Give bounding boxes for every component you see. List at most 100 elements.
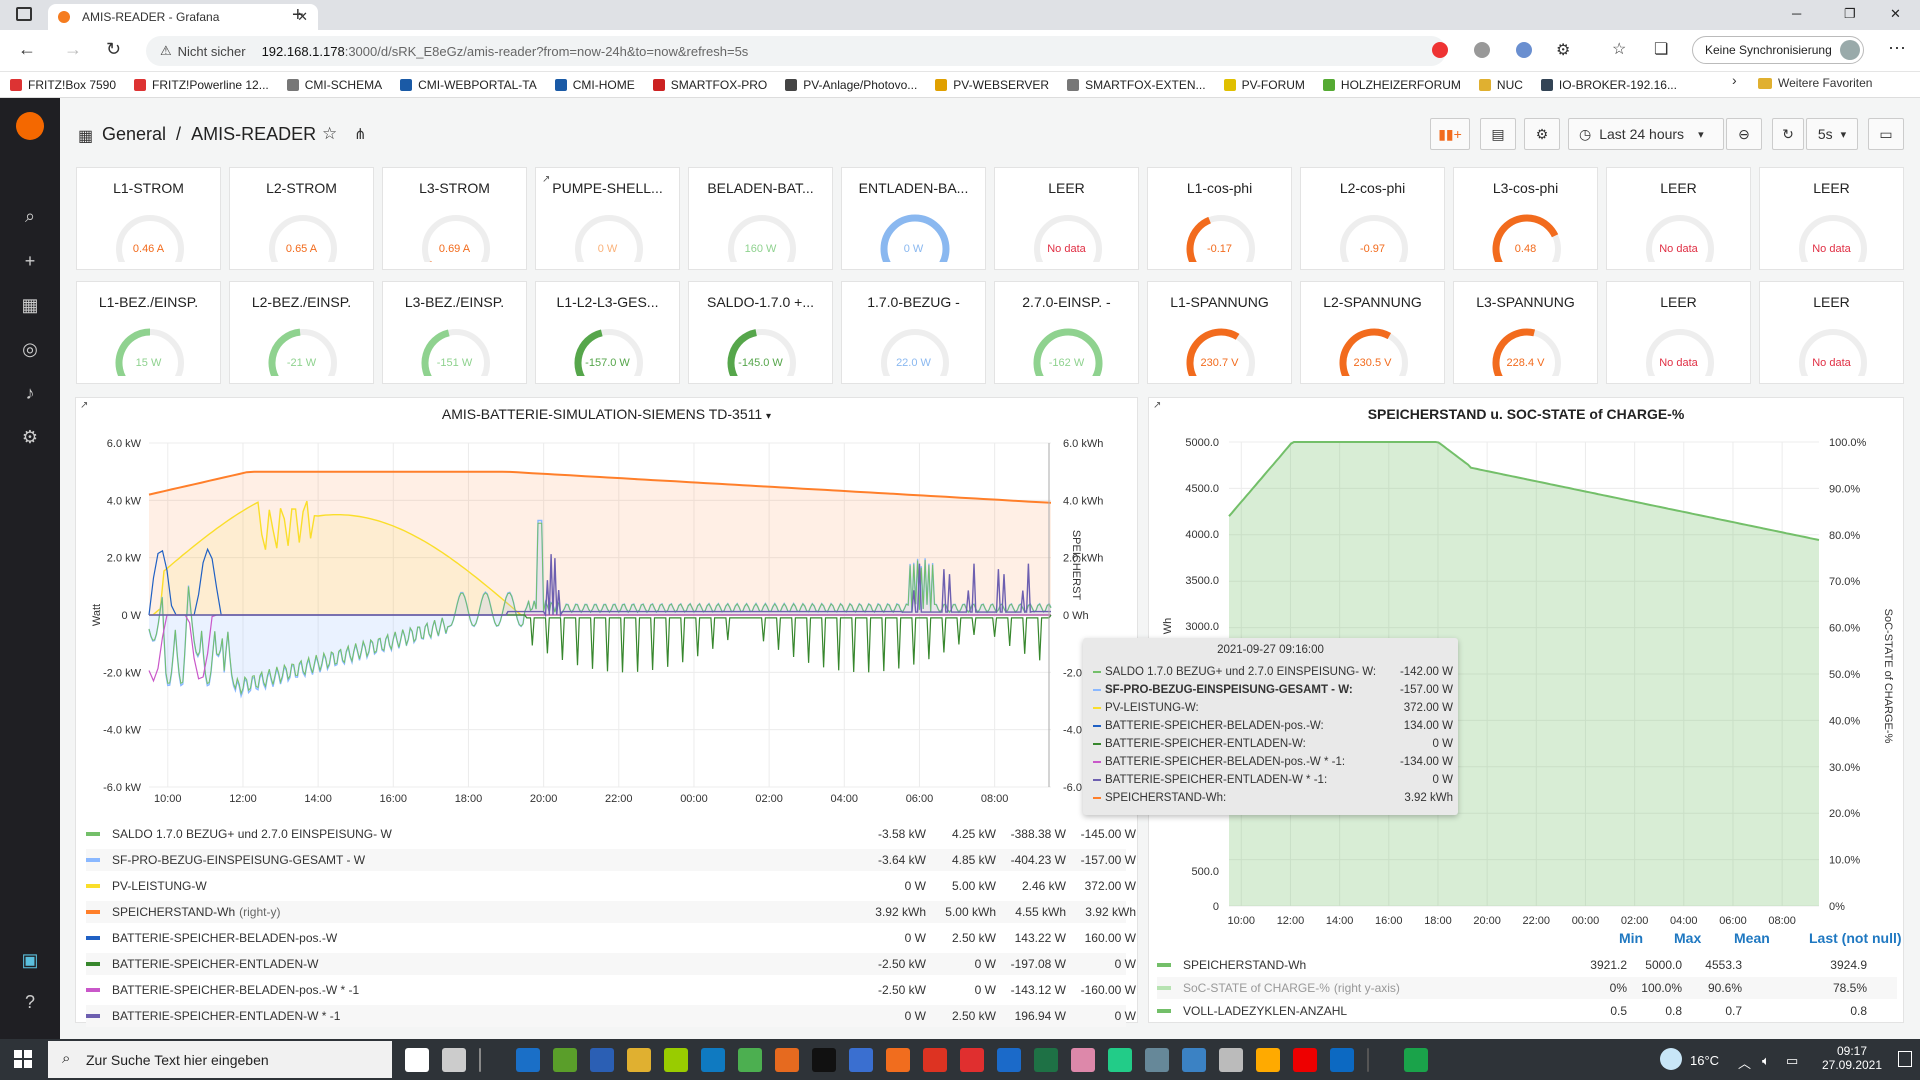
app-icon[interactable] — [1145, 1048, 1169, 1072]
tray-chevron-up-icon[interactable]: ︿ — [1738, 1056, 1752, 1071]
app-icon[interactable] — [1108, 1048, 1132, 1072]
legend-row[interactable]: BATTERIE-SPEICHER-BELADEN-pos.-W * -1 -2.… — [86, 979, 1136, 1001]
legend-header[interactable]: Max — [1674, 930, 1702, 946]
gauge-panel[interactable]: LEER No data — [1759, 167, 1904, 270]
firefox-icon[interactable] — [775, 1048, 799, 1072]
tv-mode-button[interactable]: ▭ — [1868, 118, 1904, 150]
grafana-logo-icon[interactable] — [16, 112, 44, 140]
word-icon[interactable] — [590, 1048, 614, 1072]
app-icon[interactable] — [923, 1048, 947, 1072]
windows-start-icon[interactable] — [14, 1050, 32, 1068]
settings-button[interactable]: ⚙ — [1524, 118, 1560, 150]
tab-actions-icon[interactable] — [16, 7, 32, 21]
refresh-button[interactable]: ↻ — [1772, 118, 1804, 150]
favorites-icon[interactable]: ☆ — [1612, 41, 1627, 58]
app-icon[interactable] — [1182, 1048, 1206, 1072]
legend-row[interactable]: SALDO 1.7.0 BEZUG+ und 2.7.0 EINSPEISUNG… — [86, 823, 1136, 845]
new-tab-icon[interactable]: + — [292, 4, 304, 26]
explorer-icon[interactable] — [627, 1048, 651, 1072]
gauge-panel[interactable]: L1-SPANNUNG 230.7 V — [1147, 281, 1292, 384]
gauge-panel[interactable]: L3-STROM 0.69 A — [382, 167, 527, 270]
gauge-panel[interactable]: ENTLADEN-BA... 0 W — [841, 167, 986, 270]
app-icon[interactable] — [812, 1048, 836, 1072]
bookmark-item[interactable]: NUC — [1478, 78, 1523, 92]
legend-header[interactable]: Min — [1619, 930, 1644, 946]
gauge-panel[interactable]: L3-cos-phi 0.48 — [1453, 167, 1598, 270]
gauge-panel[interactable]: SALDO-1.7.0 +... -145.0 W — [688, 281, 833, 384]
bookmark-item[interactable]: FRITZ!Box 7590 — [10, 78, 116, 92]
user-avatar-icon[interactable]: ▣ — [21, 950, 39, 970]
main-chart-svg[interactable]: 6.0 kW 4.0 kW 2.0 kW 0 W -2.0 kW -4.0 kW -6.0 … — [76, 426, 1139, 826]
gauge-panel[interactable]: L1-BEZ./EINSP. 15 W — [76, 281, 221, 384]
gauge-panel[interactable]: L1-cos-phi -0.17 — [1147, 167, 1292, 270]
app-icon[interactable] — [1071, 1048, 1095, 1072]
chevron-right-icon[interactable]: › — [1732, 72, 1737, 88]
gauge-panel[interactable]: L2-SPANNUNG 230.5 V — [1300, 281, 1445, 384]
save-button[interactable]: ▤ — [1480, 118, 1516, 150]
restore-icon[interactable]: ❐ — [1844, 6, 1856, 21]
speaker-icon[interactable]: 🔈︎ — [1762, 1053, 1770, 1068]
legend-row[interactable]: PV-LEISTUNG-W 0 W 5.00 kW 2.46 kW 372.00 W — [86, 875, 1136, 897]
legend-row[interactable]: SPEICHERSTAND-Wh 3921.2 5000.0 4553.3 3924.9 — [1157, 954, 1897, 976]
bookmark-item[interactable]: SMARTFOX-PRO — [652, 78, 767, 92]
forward-icon[interactable]: → — [64, 39, 82, 59]
extension-icon[interactable] — [1432, 42, 1448, 58]
more-favorites[interactable]: Weitere Favoriten — [1758, 76, 1872, 90]
app-icon[interactable] — [886, 1048, 910, 1072]
notifications-icon[interactable] — [1898, 1051, 1912, 1067]
browser-tab[interactable]: AMIS-READER - Grafana ✕ — [48, 4, 318, 30]
bookmark-item[interactable]: PV-FORUM — [1223, 78, 1305, 92]
soc-panel[interactable]: ↗ SPEICHERSTAND u. SOC-STATE of CHARGE-%… — [1148, 397, 1904, 1023]
gauge-panel[interactable]: L3-SPANNUNG 228.4 V — [1453, 281, 1598, 384]
share-icon[interactable]: ⋔ — [354, 126, 367, 143]
time-picker-button[interactable]: ◷ Last 24 hours ▾ — [1568, 118, 1724, 150]
app-icon[interactable] — [849, 1048, 873, 1072]
app-icon[interactable] — [1219, 1048, 1243, 1072]
gauge-panel[interactable]: L2-BEZ./EINSP. -21 W — [229, 281, 374, 384]
refresh-interval-select[interactable]: 5s ▾ — [1806, 118, 1858, 150]
alerting-bell-icon[interactable]: ♪ — [25, 383, 35, 403]
back-icon[interactable]: ← — [18, 39, 36, 59]
gauge-panel[interactable]: LEER No data — [1606, 167, 1751, 270]
bookmark-item[interactable]: IO-BROKER-192.16... — [1540, 78, 1677, 92]
taskbar-clock[interactable]: 09:17 27.09.2021 — [1812, 1044, 1892, 1072]
chrome-icon[interactable] — [738, 1048, 762, 1072]
extension-icon[interactable] — [1516, 42, 1532, 58]
taskbar-search-input[interactable]: ⌕ Zur Suche Text hier eingeben — [48, 1041, 392, 1078]
legend-row[interactable]: BATTERIE-SPEICHER-ENTLADEN-W -2.50 kW 0 W-… — [86, 953, 1136, 975]
explore-icon[interactable]: ◎ — [22, 339, 38, 359]
panel-link-icon[interactable]: ↗ — [80, 400, 89, 411]
outlook-icon[interactable] — [516, 1048, 540, 1072]
more-menu-icon[interactable]: ⋯ — [1888, 38, 1906, 58]
bookmark-item[interactable]: CMI-SCHEMA — [286, 78, 382, 92]
acrobat-icon[interactable] — [960, 1048, 984, 1072]
close-tab-icon[interactable]: ✕ — [297, 9, 308, 24]
app-icon[interactable] — [1404, 1048, 1428, 1072]
create-icon[interactable]: + — [24, 251, 36, 271]
extension-icon[interactable] — [1474, 42, 1490, 58]
gauge-panel[interactable]: L3-BEZ./EINSP. -151 W — [382, 281, 527, 384]
gauge-panel[interactable]: BELADEN-BAT... 160 W — [688, 167, 833, 270]
legend-header[interactable]: Mean — [1734, 930, 1770, 946]
mail-icon[interactable] — [997, 1048, 1021, 1072]
app-icon[interactable] — [1256, 1048, 1280, 1072]
minecraft-icon[interactable] — [553, 1048, 577, 1072]
star-icon[interactable]: ☆ — [322, 124, 338, 143]
close-window-icon[interactable]: ✕ — [1890, 6, 1901, 21]
minimize-icon[interactable]: ─ — [1792, 6, 1802, 21]
gauge-panel[interactable]: ↗ PUMPE-SHELL... 0 W — [535, 167, 680, 270]
panel-link-icon[interactable]: ↗ — [1153, 400, 1162, 411]
gauge-panel[interactable]: LEER No data — [1606, 281, 1751, 384]
network-icon[interactable]: ▭ — [1786, 1053, 1799, 1068]
edge-icon[interactable] — [701, 1048, 725, 1072]
legend-row[interactable]: VOLL-LADEZYKLEN-ANZAHL 0.5 0.8 0.7 0.8 — [1157, 1000, 1897, 1022]
bookmark-item[interactable]: CMI-WEBPORTAL-TA — [400, 78, 537, 92]
bookmark-item[interactable]: FRITZ!Powerline 12... — [134, 78, 269, 92]
extensions-icon[interactable]: ⚙ — [1556, 42, 1571, 59]
outlook-icon[interactable] — [1330, 1048, 1354, 1072]
gauge-panel[interactable]: L2-cos-phi -0.97 — [1300, 167, 1445, 270]
opera-icon[interactable] — [1293, 1048, 1317, 1072]
legend-row[interactable]: SF-PRO-BEZUG-EINSPEISUNG-GESAMT - W -3.64… — [86, 849, 1136, 871]
sync-button[interactable]: Keine Synchronisierung — [1692, 36, 1864, 64]
gauge-panel[interactable]: LEER No data — [994, 167, 1139, 270]
